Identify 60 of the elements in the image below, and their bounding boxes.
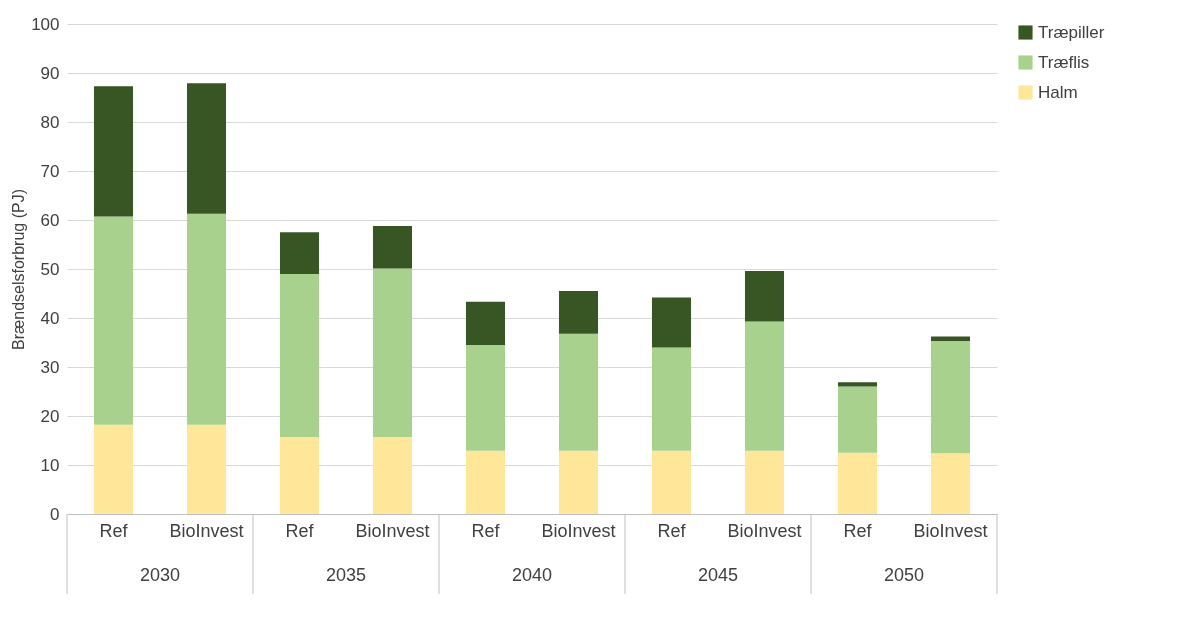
bar: [744, 450, 785, 514]
bar: [186, 83, 227, 214]
x-tick-label: Ref: [843, 520, 873, 541]
text: 2050: [883, 565, 925, 585]
bar: [372, 437, 413, 514]
bar: [837, 452, 878, 514]
bar: [837, 386, 878, 453]
legend-label: Halm: [1038, 82, 1078, 102]
bar: [930, 336, 971, 342]
x-tick-label: BioInvest: [355, 520, 430, 541]
bar: [465, 344, 506, 451]
x-tick-label: BioInvest: [913, 520, 988, 541]
text: 2030: [139, 565, 181, 585]
y-tick-label: 10: [40, 455, 60, 475]
bar: [93, 86, 134, 217]
bar: [465, 301, 506, 345]
bar: [558, 291, 599, 334]
x-tick-label: BioInvest: [169, 520, 244, 541]
bar: [372, 225, 413, 269]
y-axis-title: Brændselsforbrug (PJ): [10, 189, 28, 350]
bar: [93, 424, 134, 514]
y-tick-label: 30: [40, 357, 60, 377]
bar: [651, 297, 692, 348]
y-tick-label: 50: [40, 259, 60, 279]
y-tick-label: 20: [40, 406, 60, 426]
y-tick-label: 70: [40, 161, 60, 181]
x-tick-label: Ref: [471, 520, 501, 541]
y-tick-label: 40: [40, 308, 60, 328]
bar: [465, 450, 506, 514]
bar: [837, 382, 878, 387]
bar: [186, 424, 227, 514]
bar: [186, 213, 227, 425]
bar: [372, 268, 413, 438]
bar: [558, 333, 599, 451]
bar: [279, 437, 320, 514]
text: 2040: [511, 565, 553, 585]
x-tick-label: Ref: [99, 520, 129, 541]
bar: [279, 273, 320, 438]
y-tick-label: 80: [40, 112, 60, 132]
y-tick-label: 100: [31, 14, 60, 34]
bar: [93, 216, 134, 425]
legend-label: Træflis: [1038, 52, 1090, 72]
x-tick-label: Ref: [657, 520, 687, 541]
bar: [558, 450, 599, 514]
x-tick-label: BioInvest: [727, 520, 802, 541]
x-tick-label: Ref: [285, 520, 315, 541]
bar: [651, 450, 692, 514]
bar: [930, 453, 971, 514]
y-tick-label: 90: [40, 63, 60, 83]
text: 2035: [325, 565, 367, 585]
legend-label: Træpiller: [1038, 22, 1105, 42]
x-tick-label: BioInvest: [541, 520, 616, 541]
bar: [744, 321, 785, 451]
bar: [744, 270, 785, 322]
bar: [651, 347, 692, 451]
text: 2045: [697, 565, 739, 585]
y-tick-label: 60: [40, 210, 60, 230]
y-tick-label: 0: [50, 504, 60, 524]
bar: [930, 341, 971, 454]
bar: [279, 232, 320, 274]
